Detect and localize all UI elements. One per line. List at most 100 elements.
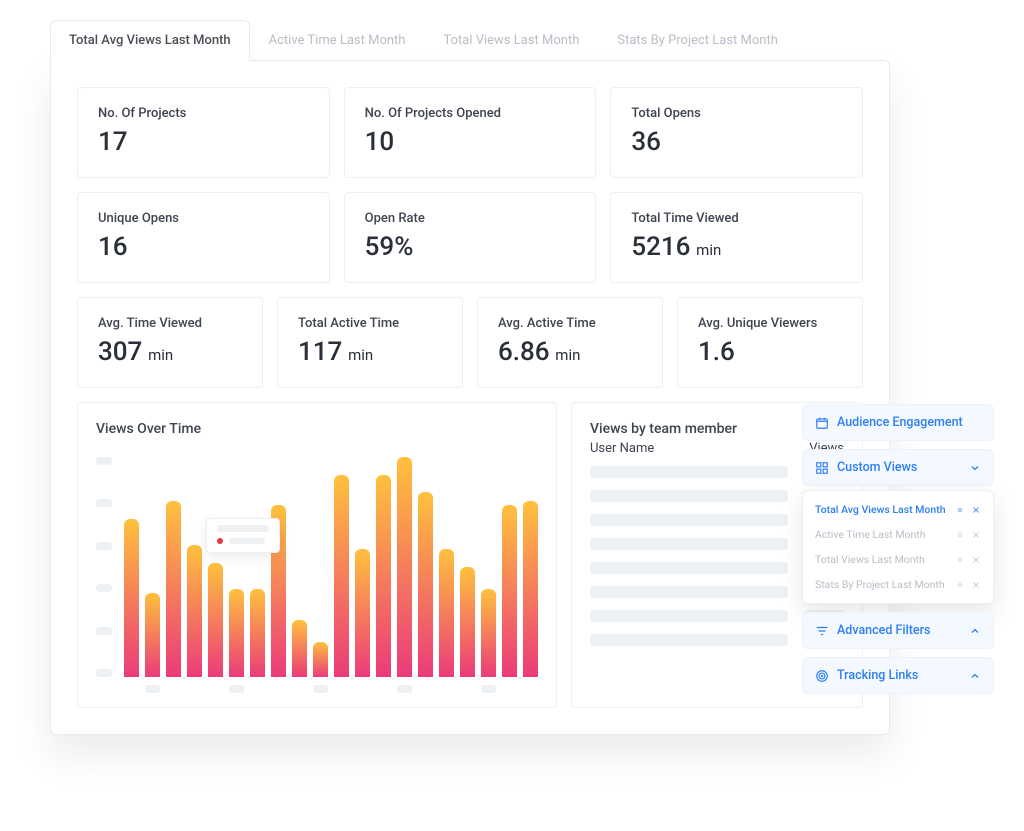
stat-label: Avg. Unique Viewers xyxy=(698,316,842,331)
side-panel: Audience Engagement Custom Views Total Avg… xyxy=(802,404,994,702)
chart-bar[interactable] xyxy=(187,545,202,677)
calendar-icon xyxy=(815,416,829,430)
side-section-label: Tracking Links xyxy=(837,668,969,683)
chart-bar[interactable] xyxy=(523,501,538,677)
chevron-up-icon xyxy=(969,670,981,682)
stat-label: Total Time Viewed xyxy=(631,211,842,226)
custom-view-item[interactable]: Total Avg Views Last Month xyxy=(803,497,993,522)
views-over-time-card: Views Over Time xyxy=(77,402,557,708)
chevron-down-icon xyxy=(969,462,981,474)
chart-bar[interactable] xyxy=(460,567,475,677)
stat-card: Total Time Viewed 5216 min xyxy=(610,192,863,283)
pin-icon[interactable] xyxy=(955,505,965,515)
skeleton xyxy=(590,490,788,502)
grid-icon xyxy=(815,461,829,475)
y-tick xyxy=(96,499,112,507)
skeleton xyxy=(590,538,788,550)
charts-row: Views Over Time Views by team member Use… xyxy=(77,402,863,708)
stat-card: Total Active Time117 min xyxy=(277,297,463,388)
custom-view-label: Active Time Last Month xyxy=(815,528,949,541)
custom-view-label: Total Views Last Month xyxy=(815,553,949,566)
stat-label: Total Active Time xyxy=(298,316,442,331)
stats-row-1: No. Of Projects17No. Of Projects Opened1… xyxy=(77,87,863,178)
filter-icon xyxy=(815,624,829,638)
tab-0[interactable]: Total Avg Views Last Month xyxy=(50,20,250,61)
chevron-up-icon xyxy=(969,625,981,637)
target-icon xyxy=(815,669,829,683)
stat-value: 307 min xyxy=(98,337,242,367)
tab-3[interactable]: Stats By Project Last Month xyxy=(598,20,797,61)
stat-card: Total Opens 36 xyxy=(610,87,863,178)
x-axis-ticks xyxy=(96,685,538,693)
stat-card: Open Rate59% xyxy=(344,192,597,283)
chart-bar[interactable] xyxy=(292,620,307,677)
chart-bar[interactable] xyxy=(481,589,496,677)
skeleton xyxy=(590,466,788,478)
chart-bar[interactable] xyxy=(124,519,139,677)
views-chart-title: Views Over Time xyxy=(96,421,538,437)
dashboard-content: No. Of Projects17No. Of Projects Opened1… xyxy=(50,60,890,735)
tab-2[interactable]: Total Views Last Month xyxy=(424,20,598,61)
stat-unit: min xyxy=(344,346,373,364)
stats-row-3: Avg. Time Viewed307 minTotal Active Time… xyxy=(77,297,863,388)
x-tick xyxy=(145,685,160,693)
stat-unit: min xyxy=(144,346,173,364)
x-tick xyxy=(313,685,328,693)
close-icon[interactable] xyxy=(971,505,981,515)
team-col-user: User Name xyxy=(590,441,654,456)
close-icon[interactable] xyxy=(971,580,981,590)
stat-card: No. Of Projects Opened10 xyxy=(344,87,597,178)
y-axis-ticks xyxy=(96,457,120,677)
y-tick xyxy=(96,669,112,677)
stat-value: 1.6 xyxy=(698,337,842,367)
side-section-filters[interactable]: Advanced Filters xyxy=(802,612,994,649)
chart-bar[interactable] xyxy=(250,589,265,677)
chart-bar[interactable] xyxy=(376,475,391,677)
chart-bar[interactable] xyxy=(208,563,223,677)
custom-view-item[interactable]: Stats By Project Last Month xyxy=(803,572,993,597)
stat-label: Open Rate xyxy=(365,211,576,226)
custom-views-list: Total Avg Views Last Month Active Time La… xyxy=(802,490,994,604)
tab-1[interactable]: Active Time Last Month xyxy=(250,20,425,61)
y-tick xyxy=(96,542,112,550)
custom-view-item[interactable]: Total Views Last Month xyxy=(803,547,993,572)
stat-value: 17 xyxy=(98,127,309,157)
stat-unit: min xyxy=(552,346,581,364)
chart-bar[interactable] xyxy=(145,593,160,677)
chart-bar[interactable] xyxy=(397,457,412,677)
side-section-custom[interactable]: Custom Views xyxy=(802,449,994,486)
y-tick xyxy=(96,627,112,635)
skeleton xyxy=(590,634,788,646)
stat-card: No. Of Projects17 xyxy=(77,87,330,178)
pin-icon[interactable] xyxy=(955,555,965,565)
stat-value: 6.86 min xyxy=(498,337,642,367)
chart-bar[interactable] xyxy=(166,501,181,677)
chart-bar[interactable] xyxy=(502,505,517,677)
chart-bar[interactable] xyxy=(313,642,328,677)
chart-tooltip xyxy=(206,518,280,553)
skeleton xyxy=(590,514,788,526)
close-icon[interactable] xyxy=(971,530,981,540)
pin-icon[interactable] xyxy=(955,580,965,590)
pin-icon[interactable] xyxy=(955,530,965,540)
side-section-audience[interactable]: Audience Engagement xyxy=(802,404,994,441)
y-tick xyxy=(96,584,112,592)
stat-card: Avg. Unique Viewers 1.6 xyxy=(677,297,863,388)
chart-bar[interactable] xyxy=(355,549,370,677)
stat-value: 5216 min xyxy=(631,232,842,262)
custom-view-item[interactable]: Active Time Last Month xyxy=(803,522,993,547)
chart-bar[interactable] xyxy=(229,589,244,677)
custom-view-label: Stats By Project Last Month xyxy=(815,578,949,591)
stat-label: Total Opens xyxy=(631,106,842,121)
stats-row-2: Unique Opens16Open Rate59%Total Time Vie… xyxy=(77,192,863,283)
dashboard-panel: Total Avg Views Last MonthActive Time La… xyxy=(50,20,890,735)
stat-unit: min xyxy=(692,241,721,259)
chart-bar[interactable] xyxy=(334,475,349,677)
close-icon[interactable] xyxy=(971,555,981,565)
chart-bar[interactable] xyxy=(418,492,433,677)
chart-bar[interactable] xyxy=(439,549,454,677)
views-bar-chart xyxy=(96,457,538,677)
stat-value: 36 xyxy=(631,127,842,157)
side-section-tracking[interactable]: Tracking Links xyxy=(802,657,994,694)
skeleton xyxy=(590,562,788,574)
